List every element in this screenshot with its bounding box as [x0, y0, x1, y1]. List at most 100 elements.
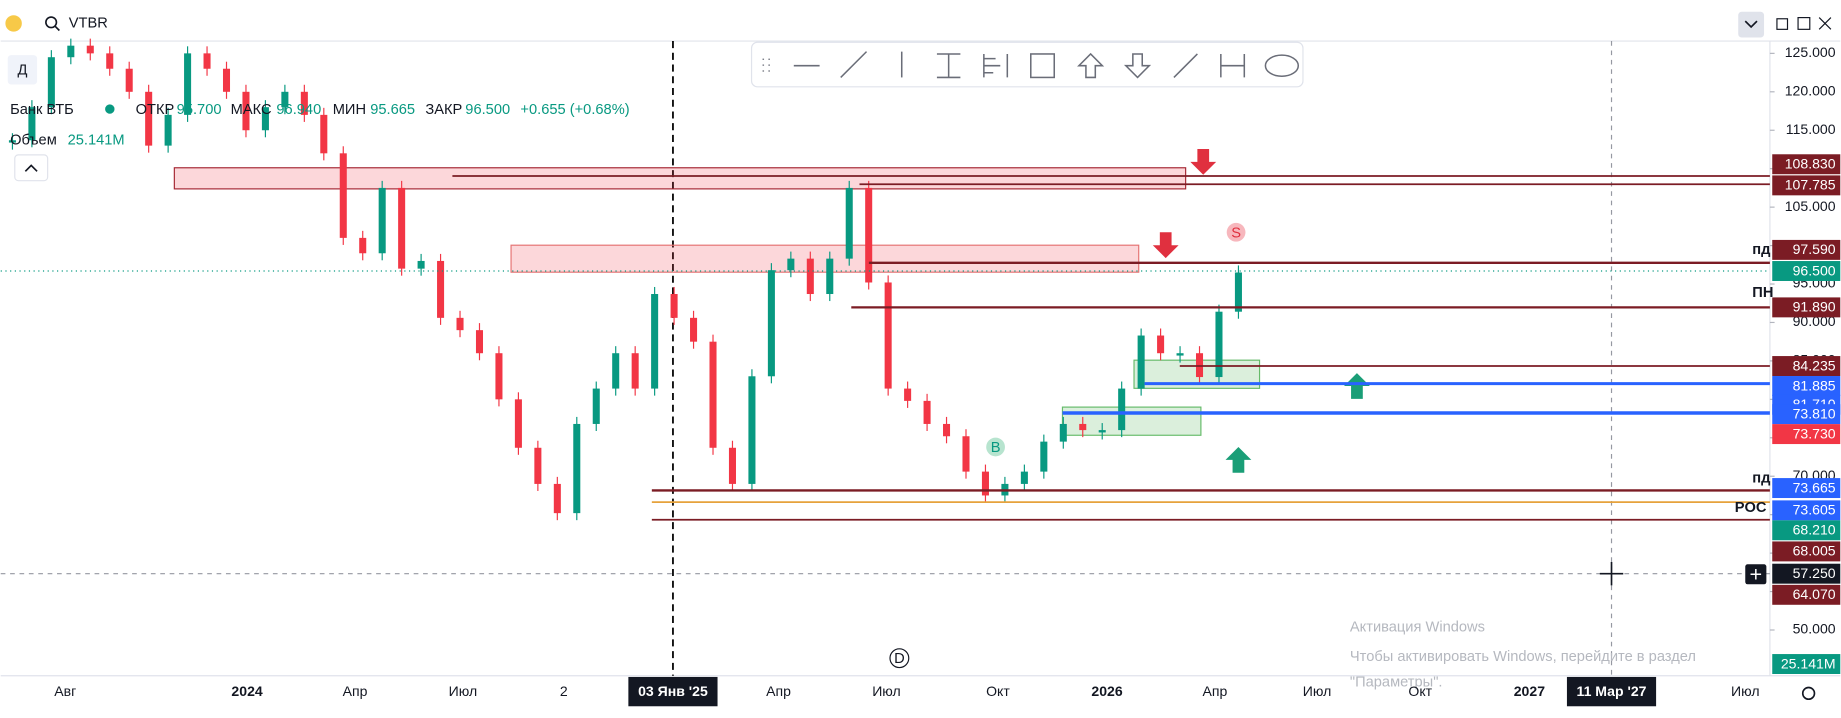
candle — [767, 270, 775, 377]
candle — [923, 400, 931, 424]
legend-close: 96.500 — [465, 102, 510, 118]
buy-arrow[interactable] — [1225, 446, 1252, 473]
supply-zone[interactable] — [173, 167, 1187, 190]
candle — [670, 294, 678, 318]
level-note: ПН — [1752, 285, 1773, 301]
candle — [534, 447, 542, 484]
tool-arrow-down[interactable] — [1123, 53, 1152, 79]
x-tick-label: 11 Мар '27 — [1577, 683, 1647, 699]
x-tick-label: Окт — [986, 683, 1010, 699]
drawing-toolbar — [750, 41, 1304, 88]
x-tick-label: Апр — [343, 683, 368, 699]
sell-arrow[interactable] — [1190, 148, 1217, 175]
y-tick-label: 115.000 — [1786, 121, 1836, 137]
legend-change: +0.655 (+0.68%) — [520, 102, 629, 118]
maximize-button[interactable] — [1797, 17, 1811, 30]
candle — [943, 423, 951, 437]
candle — [300, 91, 308, 115]
level-note: пд — [1752, 471, 1771, 487]
collapse-icon — [1744, 20, 1758, 29]
x-tick-label: 03 Янв '25 — [638, 683, 708, 699]
y-tick-label: 105.000 — [1785, 198, 1836, 214]
search-icon[interactable] — [45, 16, 58, 29]
candle — [28, 107, 36, 141]
price-label-box — [1772, 239, 1841, 260]
collapse-button[interactable] — [1738, 11, 1765, 38]
toolbar-icons — [762, 51, 1300, 79]
x-tick-label: Апр — [1203, 683, 1228, 699]
candle — [184, 53, 192, 115]
app-icon[interactable] — [5, 15, 22, 32]
drag-handle[interactable] — [762, 58, 770, 72]
candle — [164, 114, 172, 146]
signal-marker — [1226, 222, 1246, 242]
price-label: 73.605 — [1793, 502, 1836, 518]
close-button[interactable] — [1818, 17, 1832, 30]
tool-ray[interactable] — [1173, 53, 1198, 78]
tool-ellipse[interactable] — [1264, 54, 1300, 78]
buy-arrow[interactable] — [1344, 373, 1370, 399]
legend-open-label: ОТКР — [136, 102, 175, 118]
candle — [1176, 353, 1184, 356]
watermark-text: Чтобы активировать Windows, перейдите в … — [1350, 649, 1696, 665]
tool-measure[interactable] — [1220, 53, 1246, 78]
candle — [573, 423, 581, 514]
signal-marker-label: S — [1231, 225, 1241, 241]
price-label: 107.785 — [1785, 177, 1836, 193]
price-label: 68.005 — [1793, 543, 1836, 559]
candle — [904, 388, 912, 401]
time-label-box — [1566, 676, 1657, 707]
candle — [495, 353, 503, 400]
sell-arrow[interactable] — [1152, 232, 1179, 259]
level-note: пд — [1752, 242, 1771, 258]
interval[interactable]: Д — [17, 62, 27, 78]
price-label: 81.885 — [1793, 377, 1836, 393]
price-label: 68.210 — [1793, 522, 1836, 538]
symbol-search[interactable]: VTBR — [69, 15, 108, 31]
tool-arrow-up[interactable] — [1077, 52, 1105, 79]
search-icon — [54, 25, 60, 32]
candle — [1098, 430, 1106, 433]
candle — [359, 237, 367, 254]
legend-name: Банк ВТБ — [10, 102, 74, 118]
candle — [1020, 471, 1028, 484]
supply-zone[interactable] — [510, 244, 1140, 273]
signal-marker — [889, 648, 910, 669]
legend-high: 96.940 — [276, 102, 321, 118]
top-bar — [0, 0, 1841, 42]
tool-trend-line[interactable] — [840, 51, 868, 78]
price-label: 64.070 — [1793, 586, 1836, 602]
legend-volume-label: Объем — [10, 133, 57, 149]
candle — [514, 399, 522, 448]
interval-button[interactable] — [7, 55, 38, 85]
tool-volume-profile[interactable] — [983, 53, 1009, 78]
settings-button[interactable] — [1801, 686, 1816, 701]
tool-rectangle[interactable] — [1030, 53, 1056, 79]
candle — [320, 114, 328, 154]
add-alert-icon — [1750, 569, 1762, 580]
candle — [1195, 353, 1204, 378]
tool-range[interactable] — [936, 53, 961, 79]
settings-area — [1746, 681, 1841, 706]
watermark-title: Активация Windows — [1350, 620, 1485, 636]
time-label-box — [628, 676, 718, 707]
legend-volume: 25.141M — [68, 133, 125, 149]
candle — [612, 353, 620, 389]
x-tick-label: Июл — [449, 683, 478, 699]
legend-low-label: МИН — [333, 102, 366, 118]
price-label: 25.141M — [1781, 655, 1836, 671]
candle — [398, 187, 406, 269]
price-label-box — [1772, 563, 1841, 584]
price-label: 96.500 — [1793, 262, 1836, 278]
y-tick-label: 120.000 — [1785, 83, 1836, 99]
candle — [826, 258, 834, 295]
window-button[interactable] — [1776, 18, 1789, 30]
price-label: 73.810 — [1793, 405, 1836, 421]
price-label: 91.890 — [1793, 299, 1836, 315]
candle — [417, 260, 425, 269]
candle — [553, 483, 561, 514]
legend-toggle[interactable] — [14, 154, 49, 182]
candle — [125, 68, 133, 92]
